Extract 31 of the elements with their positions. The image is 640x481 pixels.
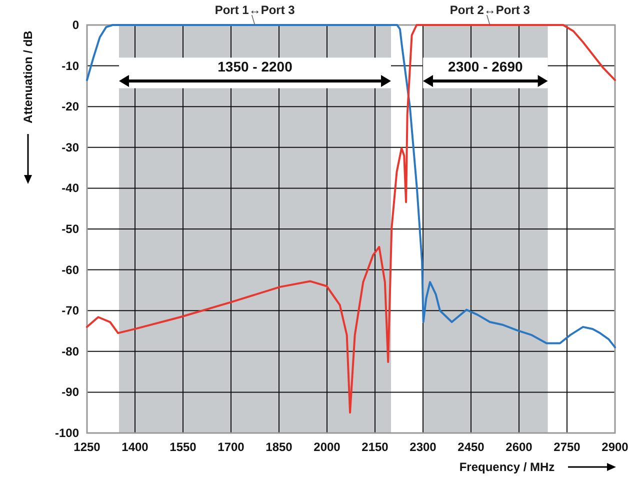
band-label: 2300 - 2690: [448, 58, 523, 75]
x-tick-label: 2450: [458, 440, 485, 454]
x-tick-label: 2150: [362, 440, 389, 454]
x-tick-label: 2750: [554, 440, 581, 454]
x-axis-title: Frequency / MHz: [459, 460, 555, 474]
series-label: Port 1↔Port 3: [214, 3, 296, 17]
y-tick-label: -50: [62, 222, 80, 236]
x-tick-label: 2900: [602, 440, 629, 454]
series-label: Port 2↔Port 3: [450, 3, 530, 17]
x-tick-label: 2000: [314, 440, 341, 454]
y-tick-label: 0: [72, 18, 80, 32]
x-tick-label: 1850: [266, 440, 293, 454]
band-label: 1350 - 2200: [218, 58, 293, 75]
y-tick-label: -60: [62, 262, 80, 277]
line-series: [86, 24, 616, 348]
y-tick-label: -70: [62, 304, 80, 318]
x-tick-label: 2600: [506, 440, 533, 454]
x-tick-label: 1250: [74, 440, 101, 454]
y-tick-label: -80: [62, 344, 80, 358]
y-tick-label: -90: [62, 385, 80, 400]
line-series: [86, 24, 616, 414]
x-tick-label: 2300: [410, 440, 437, 454]
x-tick-label: 1550: [170, 440, 197, 454]
x-tick-label: 1700: [218, 440, 245, 454]
y-axis-title: Attenuation / dB: [21, 30, 35, 124]
y-tick-label: -20: [62, 100, 80, 114]
y-tick-label: -40: [62, 181, 80, 196]
y-tick-label: -30: [62, 140, 80, 154]
y-tick-label: -10: [62, 58, 80, 73]
x-tick-label: 1400: [122, 440, 149, 454]
y-tick-label: -100: [54, 426, 80, 440]
